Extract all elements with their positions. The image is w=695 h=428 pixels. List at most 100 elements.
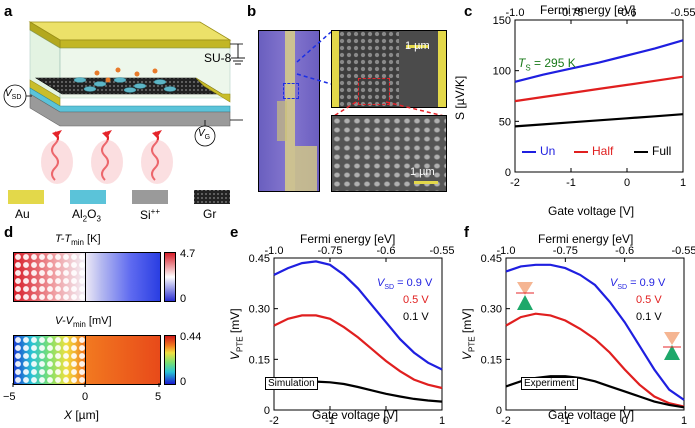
chart-c-series-2 bbox=[514, 113, 684, 128]
chart-e-xtick-label: 1 bbox=[439, 415, 445, 427]
chart-e-top-axis-label: Fermi energy [eV] bbox=[300, 232, 396, 246]
chart-f-xtick-label: 0 bbox=[622, 415, 628, 427]
panel-label-e: e bbox=[230, 224, 239, 241]
chart-f-xtick-label: -2 bbox=[501, 415, 511, 427]
map-x-label: X [µm] bbox=[64, 408, 99, 422]
chart-f-label-09: VSD = 0.9 V bbox=[610, 277, 666, 292]
chart-c-frame bbox=[514, 19, 684, 173]
chart-e-box-label: Simulation bbox=[265, 377, 318, 390]
panel-label-c: c bbox=[464, 3, 473, 20]
chart-e-label-05: 0.5 V bbox=[403, 294, 429, 306]
chart-f-box-label: Experiment bbox=[521, 377, 578, 390]
chart-c-ytick-label: 100 bbox=[493, 66, 511, 78]
legend-line-full bbox=[634, 150, 648, 154]
optical-micrograph bbox=[258, 30, 320, 192]
chart-f-y-label: VPTE [mV] bbox=[460, 308, 477, 360]
chart-c-x-label: Gate voltage [V] bbox=[548, 204, 635, 218]
chart-c-ytick-label: 50 bbox=[499, 116, 511, 128]
chart-c-top-tick-label: -0.55 bbox=[670, 7, 695, 19]
zoom-lines-red bbox=[333, 101, 445, 117]
legend-swatch-si bbox=[132, 190, 168, 204]
bot-cbar-max: 0.44 bbox=[180, 331, 202, 343]
map-bottom-title: V-Vmin [mV] bbox=[55, 315, 112, 330]
chart-f-x-label: Gate voltage [V] bbox=[548, 408, 635, 422]
chart-c-series-0 bbox=[514, 39, 684, 83]
dirac-cone-icon-right bbox=[663, 332, 681, 360]
simulation-chart: -2 -1 0 1 0 0.15 0.30 0.45-1.0 -0.75 -0.6 -0.55 bbox=[249, 245, 455, 427]
chart-e-series-0 bbox=[273, 260, 443, 371]
panel-label-f: f bbox=[464, 224, 469, 241]
chart-f-top-tick-label: -0.75 bbox=[553, 245, 578, 257]
vsd-label: VSD bbox=[5, 88, 22, 101]
chart-f-ytick-label: 0.45 bbox=[481, 253, 502, 265]
chart-e-top-tick-label: -0.55 bbox=[429, 245, 454, 257]
chart-e-series-1 bbox=[273, 314, 443, 390]
sem-image-zoomed bbox=[331, 115, 447, 192]
chart-e-x-label: Gate voltage [V] bbox=[312, 408, 399, 422]
chart-c-y-label: S [µV/K] bbox=[453, 75, 467, 120]
chart-e-ytick-label: 0.30 bbox=[249, 304, 270, 316]
legend-label-gr: Gr bbox=[203, 207, 217, 221]
chart-e-xtick-label: -1 bbox=[325, 415, 335, 427]
voltage-colorbar bbox=[164, 335, 176, 385]
panel-label-a: a bbox=[4, 3, 13, 20]
map-xtick-2: 0 bbox=[82, 391, 89, 403]
chart-f-ytick-label: 0 bbox=[496, 405, 502, 417]
chart-f-label-01: 0.1 V bbox=[636, 311, 662, 323]
legend-line-half bbox=[574, 150, 588, 154]
legend-swatch-al2o3 bbox=[70, 190, 106, 204]
experiment-chart: -2 -1 0 1 0 0.15 0.30 0.45-1.0 -0.75 -0.6 -0.55 bbox=[481, 245, 695, 427]
top-cbar-max: 4.7 bbox=[180, 248, 196, 260]
chart-e-top-tick-label: -0.75 bbox=[317, 245, 342, 257]
chart-f-top-tick-label: -0.6 bbox=[615, 245, 634, 257]
legend-un: Un bbox=[522, 144, 555, 158]
panel-label-b: b bbox=[247, 3, 257, 20]
heat-wave-icons bbox=[51, 131, 159, 181]
panel-label-d: d bbox=[4, 224, 14, 241]
chart-c-top-tick-label: -0.75 bbox=[558, 7, 583, 19]
chart-c-annotation: TS = 295 K bbox=[518, 56, 576, 73]
chart-e-xtick-label: -2 bbox=[269, 415, 279, 427]
chart-e-top-tick-label: -1.0 bbox=[265, 245, 284, 257]
sem-image-overview bbox=[331, 30, 447, 108]
chart-c-top-tick-label: -0.6 bbox=[618, 7, 637, 19]
chart-c-xtick-label: -1 bbox=[566, 177, 576, 189]
chart-c-xtick-label: 0 bbox=[624, 177, 630, 189]
vg-label: VG bbox=[198, 128, 211, 141]
chart-e-frame bbox=[273, 257, 443, 411]
chart-c-top-axis-label: Fermi energy [eV] bbox=[540, 3, 636, 17]
voltage-map bbox=[13, 335, 161, 385]
top-cbar-min: 0 bbox=[180, 293, 187, 305]
chart-e-ytick-label: 0.45 bbox=[249, 253, 270, 265]
chart-e-ytick-label: 0.15 bbox=[249, 354, 270, 366]
legend-full: Full bbox=[634, 144, 671, 158]
legend-line-un bbox=[522, 150, 536, 154]
map-x-ticks bbox=[12, 383, 160, 387]
map-top-title: T-Tmin [K] bbox=[55, 233, 101, 248]
chart-c-ytick-label: 150 bbox=[493, 15, 511, 27]
legend-half: Half bbox=[574, 144, 613, 158]
top-electrode bbox=[28, 21, 232, 41]
legend-swatch-gr bbox=[194, 190, 230, 204]
chart-c-series-1 bbox=[514, 75, 684, 103]
chart-c-top-tick-label: -1.0 bbox=[506, 7, 525, 19]
chart-f-label-05: 0.5 V bbox=[636, 294, 662, 306]
map-xtick-3: 5 bbox=[155, 391, 162, 403]
chart-e-label-09: VSD = 0.9 V bbox=[377, 277, 433, 292]
chart-e-ytick-label: 0 bbox=[264, 405, 270, 417]
scale-bar-label-1: 1 µm bbox=[405, 40, 430, 52]
chart-f-top-tick-label: -1.0 bbox=[497, 245, 516, 257]
legend-label-si: Si++ bbox=[140, 207, 161, 222]
chart-f-frame bbox=[505, 257, 685, 411]
legend-label-al2o3: Al2O3 bbox=[72, 207, 101, 224]
legend-swatch-au bbox=[8, 190, 44, 204]
chart-e-label-01: 0.1 V bbox=[403, 311, 429, 323]
chart-c-xtick-label: 1 bbox=[680, 177, 686, 189]
seebeck-chart: -2 -1 0 1 0 50 100 150-1.0 -0.75 -0.6 -0.55 bbox=[493, 7, 695, 189]
zoom-lines bbox=[296, 31, 332, 85]
chart-f-top-axis-label: Fermi energy [eV] bbox=[538, 232, 634, 246]
bot-cbar-min: 0 bbox=[180, 376, 187, 388]
chart-c-ytick-label: 0 bbox=[505, 167, 511, 179]
legend-label-au: Au bbox=[15, 207, 30, 221]
chart-e-top-tick-label: -0.6 bbox=[377, 245, 396, 257]
